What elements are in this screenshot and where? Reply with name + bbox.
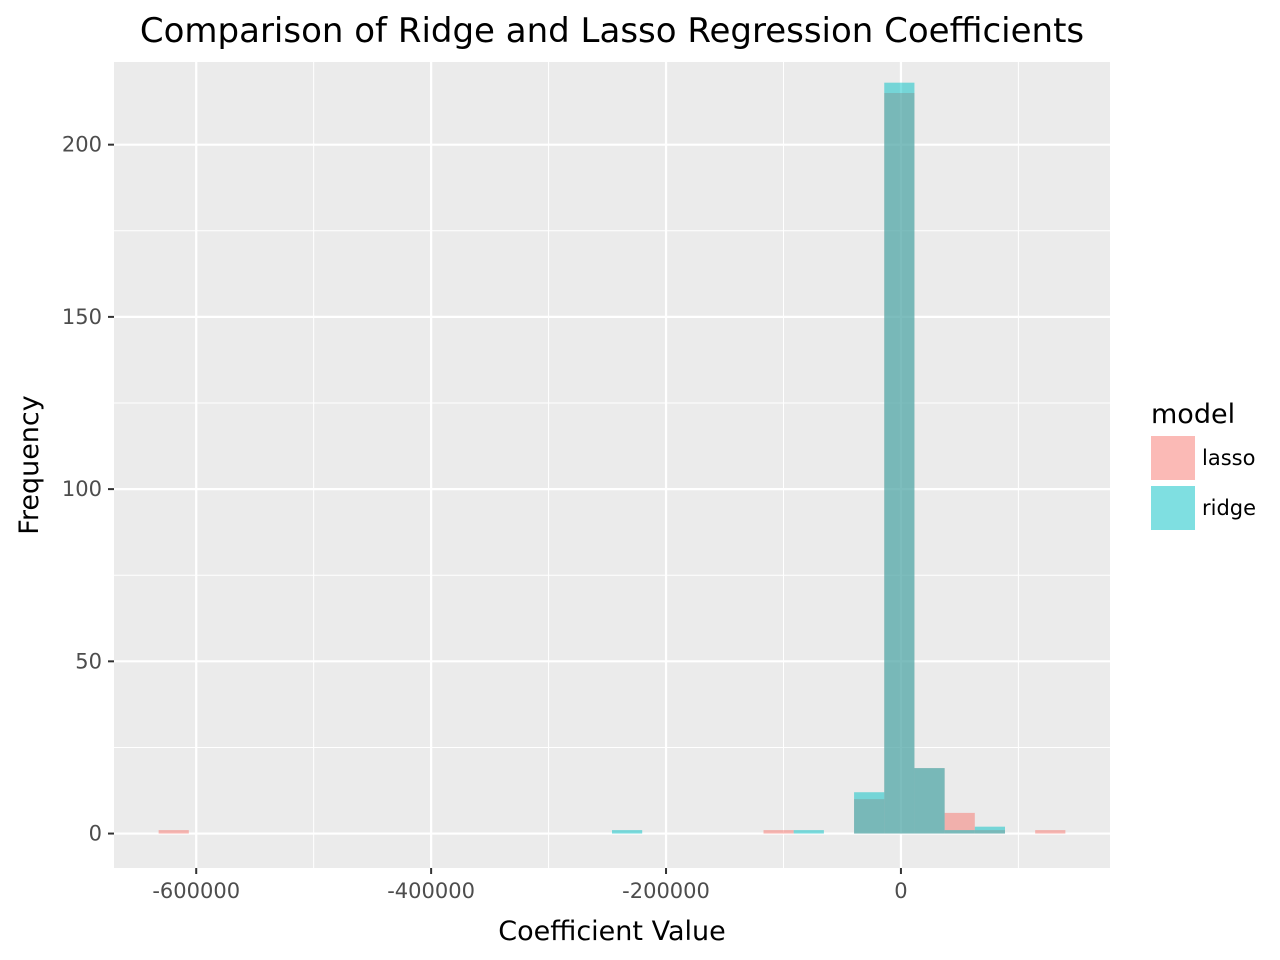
x-tick-label: -600000 [152, 879, 240, 903]
plot-panel [114, 62, 1110, 868]
x-axis: -600000 -400000 -200000 0 [152, 868, 908, 903]
legend: model lasso ridge [1151, 399, 1256, 530]
histogram-bar-ridge [974, 826, 1005, 834]
y-tick-label: 50 [75, 649, 102, 673]
legend-key-lasso [1151, 436, 1195, 480]
histogram-bar-ridge [944, 830, 975, 834]
legend-key-ridge [1151, 486, 1195, 530]
legend-label-ridge: ridge [1202, 496, 1256, 520]
histogram-bar-ridge [612, 830, 643, 834]
legend-label-lasso: lasso [1202, 446, 1255, 470]
histogram-bars [158, 82, 1066, 834]
chart-title: Comparison of Ridge and Lasso Regression… [140, 11, 1084, 51]
x-tick-label: 0 [894, 879, 907, 903]
x-axis-title: Coefficient Value [498, 916, 725, 947]
major-gridlines [114, 62, 1110, 868]
x-tick-label: -200000 [622, 879, 710, 903]
y-tick-label: 200 [62, 133, 102, 157]
legend-title: model [1151, 399, 1235, 430]
x-tick-label: -400000 [387, 879, 475, 903]
y-axis-title: Frequency [14, 395, 45, 535]
minor-gridlines [114, 62, 1110, 868]
histogram-bar-ridge [793, 830, 824, 834]
histogram-bar-ridge [854, 792, 885, 834]
histogram-bar-ridge [884, 82, 915, 834]
y-axis: 0 50 100 150 200 [62, 133, 114, 846]
histogram-bar-ridge [914, 768, 945, 834]
y-tick-label: 150 [62, 305, 102, 329]
y-tick-label: 0 [89, 822, 102, 846]
histogram-bar-lasso [158, 830, 189, 834]
histogram-bar-lasso [1035, 830, 1066, 834]
histogram-bar-lasso [944, 812, 975, 834]
histogram-bar-lasso [763, 830, 794, 834]
y-tick-label: 100 [62, 477, 102, 501]
